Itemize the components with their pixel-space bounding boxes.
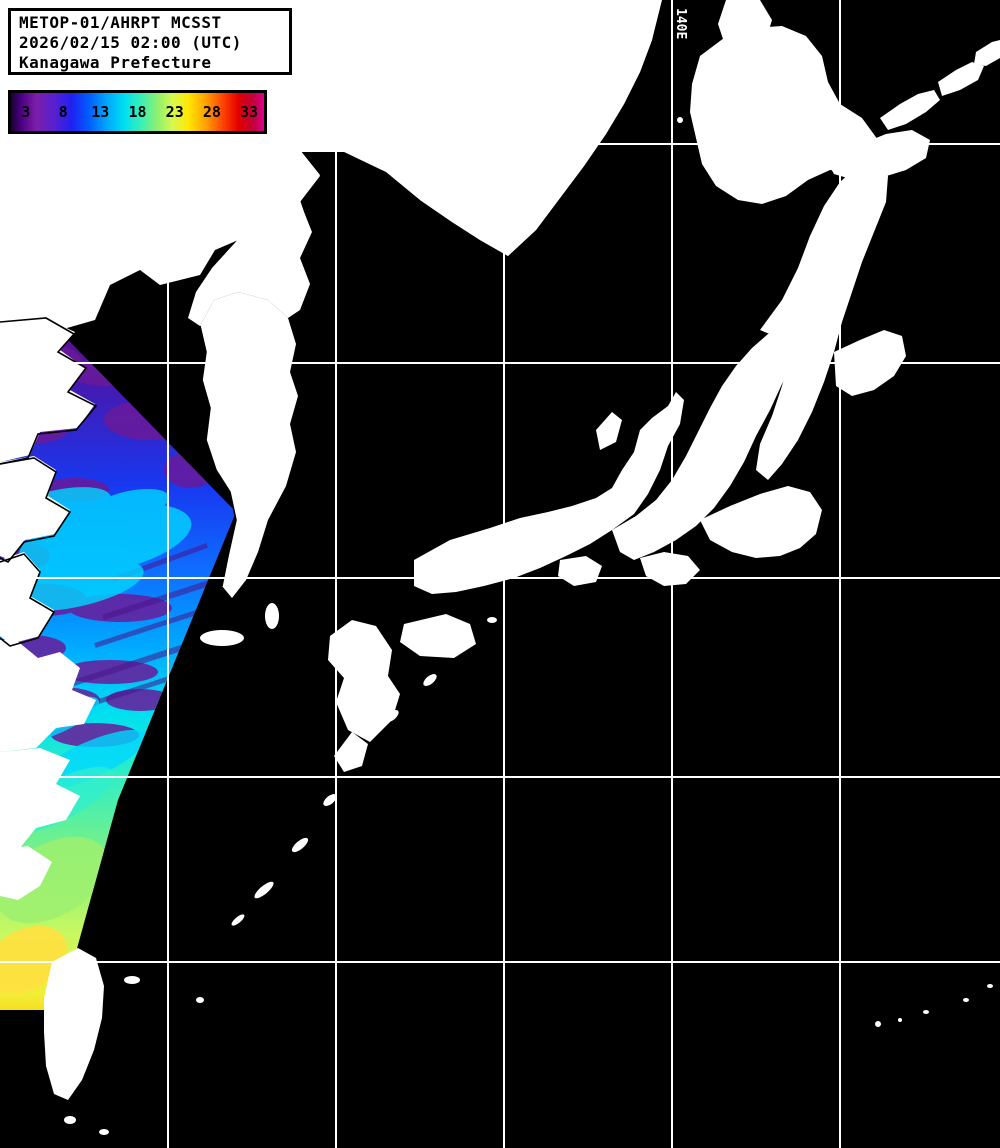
gridline-vertical-140e — [671, 0, 673, 1148]
coastline-overlay — [0, 317, 237, 647]
gridline-vertical-5 — [839, 0, 841, 1148]
gridline-horizontal-2 — [0, 362, 1000, 364]
title-line-datetime: 2026/02/15 02:00 (UTC) — [19, 33, 242, 52]
gridline-horizontal-4 — [0, 776, 1000, 778]
gridline-vertical-1 — [167, 0, 169, 1148]
product-title-box: METOP-01/AHRPT MCSST 2026/02/15 02:00 (U… — [8, 8, 292, 75]
title-line-product: METOP-01/AHRPT MCSST — [19, 13, 222, 32]
gridline-vertical-3 — [503, 0, 505, 1148]
colorbar-tick-18: 18 — [128, 103, 147, 121]
colorbar-tick-13: 13 — [91, 103, 110, 121]
gridline-vertical-2 — [335, 0, 337, 1148]
colorbar-gradient — [11, 93, 264, 131]
colorbar-tick-23: 23 — [165, 103, 184, 121]
colorbar-tick-labels: 3 8 13 18 23 28 33 — [11, 93, 264, 131]
colorbar-tick-33: 33 — [240, 103, 259, 121]
longitude-label-140e: 140E — [673, 8, 688, 40]
colorbar-tick-28: 28 — [202, 103, 221, 121]
colorbar-tick-3: 3 — [21, 103, 31, 121]
sst-colorbar: 3 8 13 18 23 28 33 — [8, 90, 267, 134]
title-line-region: Kanagawa Prefecture — [19, 53, 212, 72]
gridline-horizontal-5 — [0, 961, 1000, 963]
gridline-horizontal-3 — [0, 577, 1000, 579]
gridline-horizontal-1 — [0, 143, 1000, 145]
colorbar-tick-8: 8 — [58, 103, 68, 121]
